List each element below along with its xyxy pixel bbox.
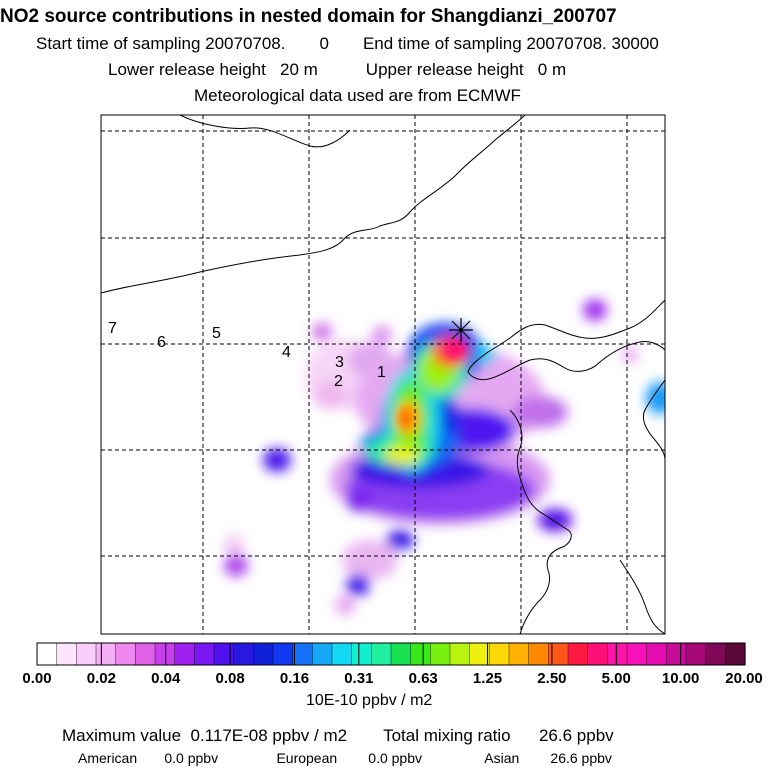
colorbar-cell xyxy=(567,642,589,666)
trajectory-label-4: 4 xyxy=(282,344,291,361)
colorbar-cell xyxy=(410,642,431,666)
colorbar-cell xyxy=(253,642,274,666)
graticule xyxy=(101,115,665,634)
asian-label: Asian xyxy=(484,750,520,766)
colorbar-cell xyxy=(36,642,58,666)
coastline xyxy=(101,115,665,634)
meteorology-source: Meteorological data used are from ECMWF xyxy=(194,86,521,105)
trajectory-label-2: 2 xyxy=(334,373,343,390)
colorbar-cell xyxy=(331,642,353,666)
upper-release-label: Upper release height xyxy=(365,60,524,79)
trajectory-label-7: 7 xyxy=(108,320,117,337)
colorbar-tick-label: 2.50 xyxy=(537,670,567,687)
european-label: European xyxy=(276,750,338,766)
colorbar-tick-label: 0.02 xyxy=(86,670,116,687)
colorbar-tick-label: 5.00 xyxy=(601,670,631,687)
map-frame xyxy=(100,114,666,635)
colorbar-cell xyxy=(587,642,608,666)
colorbar-cell xyxy=(607,642,628,666)
colorbar-cell xyxy=(449,642,471,666)
colorbar-cell xyxy=(56,642,77,666)
colorbar-cell xyxy=(312,642,333,666)
colorbar-cell xyxy=(154,642,176,666)
colorbar-cell xyxy=(292,642,313,666)
concentration-field xyxy=(224,299,665,615)
colorbar xyxy=(36,642,746,666)
max-value: 0.117E-08 ppbv / m2 xyxy=(190,726,348,745)
colorbar-cell xyxy=(489,642,510,666)
colorbar-cell xyxy=(213,642,235,666)
asterisk-station-icon xyxy=(449,318,473,342)
colorbar-tick-label: 0.63 xyxy=(408,670,438,687)
american-label: American xyxy=(78,750,138,766)
map-panel xyxy=(101,115,665,634)
trajectory-label-3: 3 xyxy=(335,354,344,371)
colorbar-tick-label: 0.31 xyxy=(344,670,374,687)
trajectory-label-1: 1 xyxy=(377,364,386,381)
colorbar-cell xyxy=(646,642,667,666)
trajectory-label-6: 6 xyxy=(157,334,166,351)
colorbar-cell xyxy=(685,642,707,666)
region-breakdown: American 0.0 ppbv European 0.0 ppbv Asia… xyxy=(78,750,612,766)
upper-release-value: 0 m xyxy=(537,60,567,79)
colorbar-cell xyxy=(233,642,254,666)
colorbar-cell xyxy=(666,642,687,666)
end-time-label: End time of sampling 20070708. 30000 xyxy=(362,34,659,53)
colorbar-tick-label: 20.00 xyxy=(725,670,763,687)
colorbar-cell xyxy=(548,642,569,666)
colorbar-tick-label: 1.25 xyxy=(472,670,503,687)
colorbar-cell xyxy=(194,642,215,666)
european-value: 0.0 ppbv xyxy=(368,750,423,766)
colorbar-cell xyxy=(626,642,648,666)
colorbar-cell xyxy=(115,642,136,666)
start-time-label: Start time of sampling 20070708. xyxy=(36,34,286,53)
colorbar-cell xyxy=(390,642,412,666)
colorbar-cell xyxy=(469,642,490,666)
colorbar-tick-label: 0.16 xyxy=(279,670,310,687)
colorbar-cell xyxy=(174,642,195,666)
colorbar-cell xyxy=(351,642,372,666)
sampling-times: Start time of sampling 20070708. 0 End tim… xyxy=(36,34,659,54)
total-mixing-label: Total mixing ratio xyxy=(383,726,511,745)
lower-release-value: 20 m xyxy=(280,60,318,79)
american-value: 0.0 ppbv xyxy=(164,750,219,766)
colorbar-tick-label: 10.00 xyxy=(661,670,700,687)
colorbar-cell xyxy=(725,642,746,666)
colorbar-cell xyxy=(508,642,530,666)
colorbar-cell xyxy=(528,642,549,666)
release-heights: Lower release height 20 m Upper release h… xyxy=(108,60,566,80)
plot-title: NO2 source contributions in nested domai… xyxy=(0,6,617,27)
concentration-core xyxy=(399,343,463,428)
max-value-label: Maximum value xyxy=(62,726,182,745)
start-time-value: 0 xyxy=(319,34,329,53)
colorbar-cell xyxy=(430,642,451,666)
colorbar-tick-label: 0.08 xyxy=(215,670,245,687)
lower-release-label: Lower release height xyxy=(108,60,266,79)
colorbar-major-ticks xyxy=(36,643,746,665)
colorbar-cell xyxy=(272,642,294,666)
summary-line: Maximum value 0.117E-08 ppbv / m2 Total m… xyxy=(62,726,614,746)
asian-value: 26.6 ppbv xyxy=(550,750,612,766)
colorbar-cell xyxy=(371,642,392,666)
colorbar-units: 10E-10 ppbv / m2 xyxy=(306,692,433,709)
colorbar-cell xyxy=(95,642,117,666)
colorbar-cell xyxy=(705,642,726,666)
colorbar-tick-label: 0.00 xyxy=(22,670,52,687)
colorbar-tick-label: 0.04 xyxy=(151,670,181,687)
trajectory-label-5: 5 xyxy=(212,325,221,342)
total-mixing-value: 26.6 ppbv xyxy=(538,726,614,745)
colorbar-cell xyxy=(135,642,156,666)
colorbar-cell xyxy=(76,642,97,666)
